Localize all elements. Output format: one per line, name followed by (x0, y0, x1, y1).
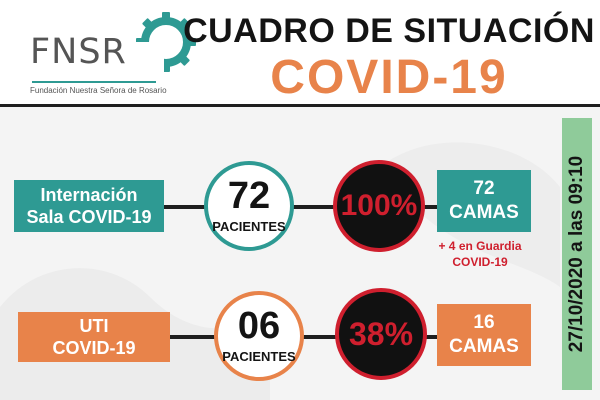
row-1-beds-unit: CAMAS (449, 202, 519, 223)
header: FNSR Fundación Nuestra Señora de Rosario… (0, 0, 600, 104)
row-2-patients-circle: 06 PACIENTES (214, 291, 304, 381)
row-2-connector (160, 335, 450, 339)
row-1-beds-box: 72 CAMAS (437, 170, 531, 232)
gear-icon (134, 12, 196, 74)
row-2-occupancy-value: 38% (348, 315, 414, 352)
row-1-patients-value: 72 (227, 175, 271, 217)
row-1-note-line2: COVID-19 (452, 255, 508, 269)
logo-subtitle: Fundación Nuestra Señora de Rosario (30, 86, 167, 95)
date-label: 27/10/2020 a las 09:10 (566, 155, 587, 353)
row-1-patients-circle: 72 PACIENTES (204, 161, 294, 251)
row-1-area-label: Internación Sala COVID-19 (14, 180, 164, 232)
row-2-area-line2: COVID-19 (52, 338, 136, 358)
row-1-note: + 4 en Guardia COVID-19 (425, 238, 535, 270)
row-2-area-label: UTI COVID-19 (18, 312, 170, 362)
date-band (562, 118, 592, 390)
row-2-patients-unit: PACIENTES (222, 349, 296, 364)
row-2-patients-value: 06 (237, 305, 281, 347)
logo: FNSR Fundación Nuestra Señora de Rosario (30, 8, 200, 100)
row-1-occupancy-value: 100% (340, 189, 418, 222)
row-1-area-line2: Sala COVID-19 (26, 207, 152, 227)
page-title: CUADRO DE SITUACIÓN (183, 12, 595, 50)
page-subtitle: COVID-19 (270, 51, 508, 104)
row-1-beds-value: 72 (473, 178, 495, 199)
row-2-beds-value: 16 (473, 312, 495, 333)
row-1-occupancy-circle: 100% (333, 160, 425, 252)
row-2-area-line1: UTI (79, 316, 109, 336)
row-1-patients-unit: PACIENTES (212, 219, 286, 234)
row-1-note-line1: + 4 en Guardia (438, 239, 522, 253)
row-2-beds-box: 16 CAMAS (437, 304, 531, 366)
logo-brand: FNSR (30, 32, 127, 72)
row-2-occupancy-circle: 38% (335, 288, 427, 380)
row-2-beds-unit: CAMAS (449, 336, 519, 357)
header-divider (0, 104, 600, 107)
logo-underline (32, 81, 156, 83)
row-1-area-line1: Internación (40, 185, 138, 205)
row-1-connector (160, 205, 450, 209)
